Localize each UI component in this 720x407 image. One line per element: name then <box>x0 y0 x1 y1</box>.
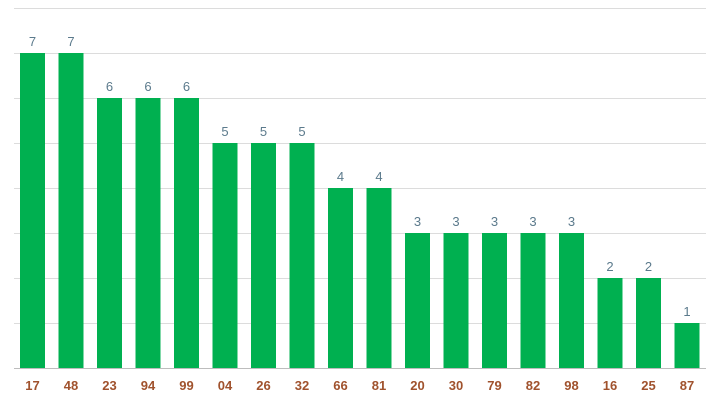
x-tick-label-32: 32 <box>295 378 309 393</box>
data-label-82: 3 <box>529 214 536 229</box>
data-labels: 7 7 6 6 6 5 5 5 4 4 3 3 3 3 3 2 2 1 <box>29 34 691 319</box>
data-label-04: 5 <box>221 124 228 139</box>
bar-94[interactable] <box>135 98 161 368</box>
bar-16[interactable] <box>597 278 623 368</box>
bar-25[interactable] <box>636 278 661 368</box>
x-tick-label-26: 26 <box>256 378 270 393</box>
data-label-79: 3 <box>491 214 498 229</box>
x-tick-label-16: 16 <box>603 378 617 393</box>
bar-79[interactable] <box>482 233 507 368</box>
data-label-94: 6 <box>144 79 151 94</box>
data-label-32: 5 <box>298 124 305 139</box>
x-tick-label-23: 23 <box>102 378 116 393</box>
data-label-20: 3 <box>414 214 421 229</box>
bar-32[interactable] <box>289 143 315 368</box>
bars <box>20 53 700 368</box>
bar-66[interactable] <box>328 188 353 368</box>
bar-30[interactable] <box>443 233 469 368</box>
x-tick-label-87: 87 <box>680 378 694 393</box>
data-label-30: 3 <box>452 214 459 229</box>
x-tick-label-98: 98 <box>564 378 578 393</box>
x-tick-label-79: 79 <box>487 378 501 393</box>
data-label-48: 7 <box>67 34 74 49</box>
bar-98[interactable] <box>559 233 584 368</box>
data-label-81: 4 <box>375 169 382 184</box>
bar-04[interactable] <box>212 143 238 368</box>
data-label-17: 7 <box>29 34 36 49</box>
data-label-23: 6 <box>106 79 113 94</box>
x-tick-label-25: 25 <box>641 378 655 393</box>
data-label-99: 6 <box>183 79 190 94</box>
x-tick-label-04: 04 <box>218 378 233 393</box>
data-label-66: 4 <box>337 169 344 184</box>
x-tick-label-94: 94 <box>141 378 156 393</box>
x-tick-label-17: 17 <box>25 378 39 393</box>
x-axis-tick-labels: 17 48 23 94 99 04 26 32 66 81 20 30 79 82 98 16 25 87 <box>25 378 694 393</box>
bar-17[interactable] <box>20 53 45 368</box>
x-tick-label-66: 66 <box>333 378 347 393</box>
x-tick-label-82: 82 <box>526 378 540 393</box>
x-tick-label-30: 30 <box>449 378 463 393</box>
data-label-26: 5 <box>260 124 267 139</box>
bar-20[interactable] <box>405 233 430 368</box>
x-tick-label-99: 99 <box>179 378 193 393</box>
x-tick-label-81: 81 <box>372 378 386 393</box>
data-label-98: 3 <box>568 214 575 229</box>
data-label-16: 2 <box>606 259 613 274</box>
grid-lines <box>14 8 706 369</box>
x-tick-label-48: 48 <box>64 378 78 393</box>
bar-26[interactable] <box>251 143 276 368</box>
data-label-87: 1 <box>683 304 690 319</box>
bar-48[interactable] <box>58 53 84 368</box>
bar-99[interactable] <box>174 98 199 368</box>
bar-23[interactable] <box>97 98 122 368</box>
bar-87[interactable] <box>674 323 700 368</box>
x-tick-label-20: 20 <box>410 378 424 393</box>
bar-82[interactable] <box>520 233 546 368</box>
bar-81[interactable] <box>366 188 392 368</box>
data-label-25: 2 <box>645 259 652 274</box>
